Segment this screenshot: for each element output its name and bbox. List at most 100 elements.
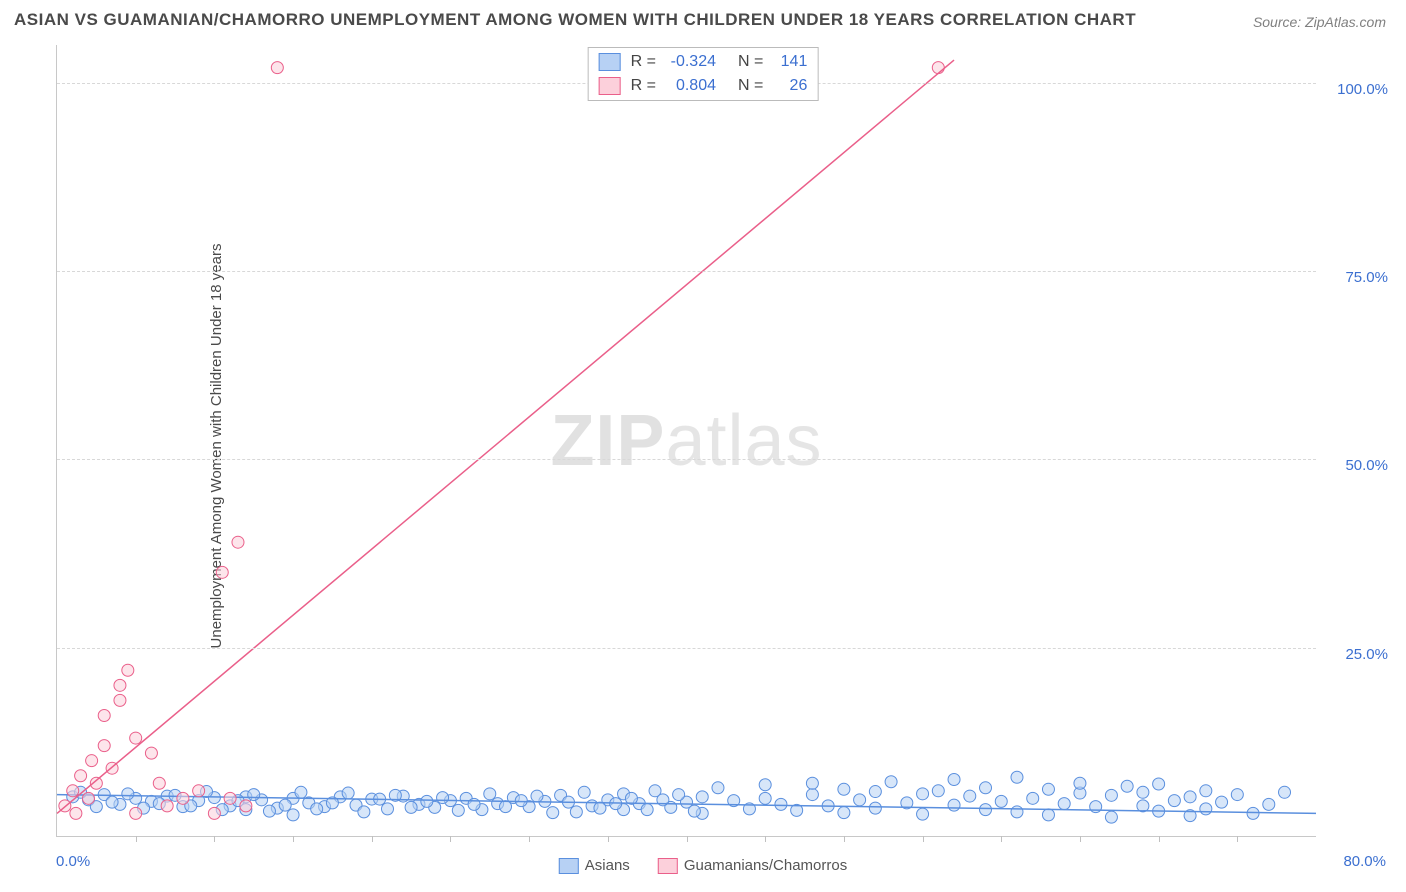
x-tick bbox=[687, 836, 688, 842]
data-point bbox=[1137, 786, 1149, 798]
data-point bbox=[342, 787, 354, 799]
stats-n-value: 141 bbox=[773, 53, 807, 71]
data-point bbox=[1042, 783, 1054, 795]
data-point bbox=[161, 800, 173, 812]
gridline bbox=[57, 459, 1316, 460]
data-point bbox=[500, 801, 512, 813]
data-point bbox=[381, 803, 393, 815]
legend-item: Asians bbox=[559, 857, 630, 874]
data-point bbox=[696, 791, 708, 803]
data-point bbox=[67, 785, 79, 797]
data-point bbox=[1105, 811, 1117, 823]
data-point bbox=[775, 798, 787, 810]
data-point bbox=[1027, 792, 1039, 804]
y-tick-label: 25.0% bbox=[1345, 646, 1388, 663]
data-point bbox=[806, 777, 818, 789]
data-point bbox=[311, 803, 323, 815]
data-point bbox=[1042, 809, 1054, 821]
data-point bbox=[224, 792, 236, 804]
data-point bbox=[1231, 789, 1243, 801]
data-point bbox=[405, 801, 417, 813]
data-point bbox=[531, 790, 543, 802]
data-point bbox=[594, 802, 606, 814]
data-point bbox=[1263, 798, 1275, 810]
data-point bbox=[232, 536, 244, 548]
x-tick bbox=[608, 836, 609, 842]
data-point bbox=[948, 774, 960, 786]
data-point bbox=[806, 789, 818, 801]
x-tick bbox=[1159, 836, 1160, 842]
data-point bbox=[1074, 777, 1086, 789]
data-point bbox=[240, 800, 252, 812]
stats-row: R =0.804N =26 bbox=[593, 74, 814, 98]
data-point bbox=[106, 796, 118, 808]
data-point bbox=[869, 786, 881, 798]
x-tick bbox=[293, 836, 294, 842]
y-tick-label: 100.0% bbox=[1337, 81, 1388, 98]
data-point bbox=[75, 770, 87, 782]
data-point bbox=[295, 786, 307, 798]
data-point bbox=[1011, 771, 1023, 783]
data-point bbox=[1058, 798, 1070, 810]
data-point bbox=[759, 779, 771, 791]
data-point bbox=[980, 804, 992, 816]
data-point bbox=[279, 799, 291, 811]
data-point bbox=[122, 788, 134, 800]
data-point bbox=[547, 807, 559, 819]
data-point bbox=[688, 805, 700, 817]
legend-swatch bbox=[658, 858, 678, 874]
data-point bbox=[1247, 807, 1259, 819]
data-point bbox=[82, 792, 94, 804]
data-point bbox=[885, 776, 897, 788]
plot-svg bbox=[57, 45, 1316, 836]
data-point bbox=[980, 782, 992, 794]
data-point bbox=[995, 795, 1007, 807]
trend-line bbox=[57, 60, 954, 813]
data-point bbox=[1011, 806, 1023, 818]
data-point bbox=[153, 777, 165, 789]
stats-r-label: R = bbox=[631, 53, 656, 71]
data-point bbox=[838, 807, 850, 819]
legend-label: Asians bbox=[585, 857, 630, 874]
data-point bbox=[932, 785, 944, 797]
stats-n-value: 26 bbox=[773, 77, 807, 95]
legend-bottom: Asians Guamanians/Chamorros bbox=[559, 857, 847, 874]
data-point bbox=[641, 804, 653, 816]
stats-n-label: N = bbox=[738, 53, 763, 71]
data-point bbox=[1200, 785, 1212, 797]
data-point bbox=[838, 783, 850, 795]
data-point bbox=[1168, 795, 1180, 807]
data-point bbox=[437, 792, 449, 804]
stats-n-label: N = bbox=[738, 77, 763, 95]
x-tick bbox=[844, 836, 845, 842]
data-point bbox=[1279, 786, 1291, 798]
legend-item: Guamanians/Chamorros bbox=[658, 857, 847, 874]
data-point bbox=[114, 694, 126, 706]
data-point bbox=[932, 62, 944, 74]
x-tick bbox=[1001, 836, 1002, 842]
data-point bbox=[114, 679, 126, 691]
data-point bbox=[1153, 778, 1165, 790]
data-point bbox=[759, 792, 771, 804]
data-point bbox=[216, 566, 228, 578]
data-point bbox=[917, 788, 929, 800]
data-point bbox=[1216, 796, 1228, 808]
data-point bbox=[122, 664, 134, 676]
y-tick-label: 50.0% bbox=[1345, 457, 1388, 474]
data-point bbox=[1105, 789, 1117, 801]
data-point bbox=[193, 785, 205, 797]
data-point bbox=[271, 62, 283, 74]
legend-label: Guamanians/Chamorros bbox=[684, 857, 847, 874]
data-point bbox=[130, 732, 142, 744]
x-tick bbox=[1080, 836, 1081, 842]
data-point bbox=[673, 789, 685, 801]
data-point bbox=[712, 782, 724, 794]
x-tick bbox=[1237, 836, 1238, 842]
x-axis-min-label: 0.0% bbox=[56, 853, 90, 870]
data-point bbox=[248, 789, 260, 801]
data-point bbox=[208, 807, 220, 819]
data-point bbox=[917, 808, 929, 820]
data-point bbox=[98, 740, 110, 752]
data-point bbox=[1184, 791, 1196, 803]
data-point bbox=[452, 804, 464, 816]
